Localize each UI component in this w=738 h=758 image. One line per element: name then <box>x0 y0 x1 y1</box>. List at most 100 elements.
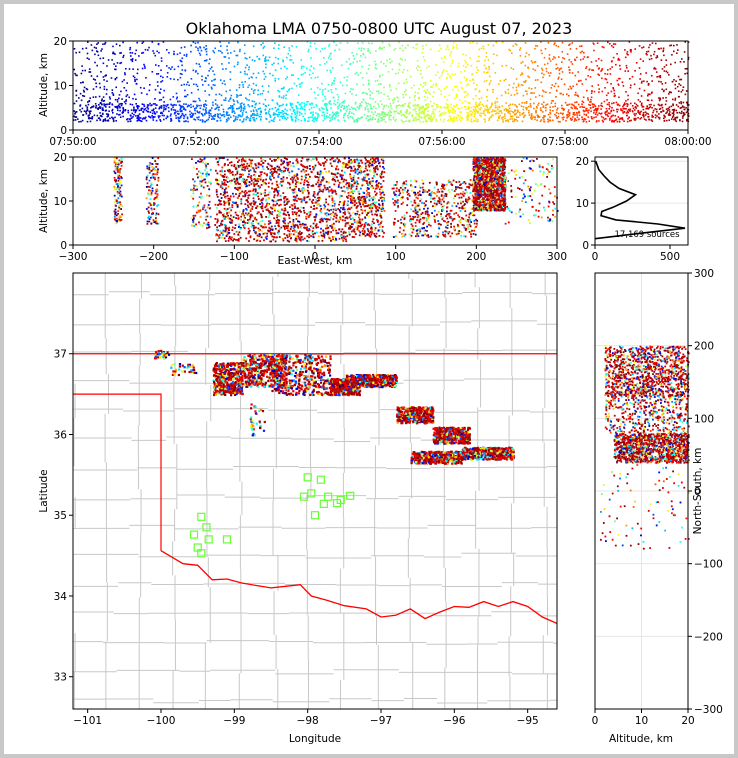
time-altitude-point <box>553 43 555 46</box>
time-altitude-point <box>225 111 228 113</box>
ew-altitude-point <box>244 190 247 192</box>
time-altitude-point <box>116 106 118 109</box>
time-altitude-point <box>243 118 245 120</box>
time-altitude-point <box>139 120 142 122</box>
time-altitude-point <box>255 76 258 79</box>
time-altitude-point <box>357 42 359 45</box>
time-altitude-point <box>307 117 310 119</box>
time-altitude-point <box>130 117 133 119</box>
ew-altitude-point <box>342 174 344 177</box>
time-altitude-point <box>157 85 159 87</box>
ew-altitude-point <box>298 214 301 217</box>
time-altitude-point <box>156 73 158 75</box>
time-altitude-point <box>376 79 379 82</box>
time-altitude-point <box>444 57 447 59</box>
ew-altitude-point <box>196 173 199 175</box>
time-altitude-point <box>516 120 519 122</box>
ew-altitude-point <box>340 174 342 177</box>
time-altitude-point <box>554 42 556 44</box>
ew-altitude-point <box>342 208 344 211</box>
time-altitude-point <box>475 101 477 104</box>
time-altitude-point <box>465 54 467 57</box>
time-altitude-point <box>180 46 183 49</box>
ew-altitude-point <box>309 225 312 228</box>
time-altitude-point <box>444 106 447 109</box>
ew-altitude-point <box>275 200 278 203</box>
time-altitude-point <box>329 117 331 120</box>
time-altitude-point <box>324 88 327 90</box>
ew-altitude-point <box>283 221 285 224</box>
ew-altitude-point <box>215 157 218 160</box>
time-altitude-point <box>370 107 372 110</box>
time-altitude-point <box>431 120 433 122</box>
time-altitude-point <box>582 58 584 60</box>
time-altitude-point <box>126 94 129 96</box>
ew-altitude-point <box>292 181 294 184</box>
time-altitude-point <box>634 48 636 50</box>
ew-altitude-point <box>253 217 256 220</box>
ew-altitude-point <box>149 202 152 205</box>
time-altitude-point <box>559 92 562 95</box>
time-altitude-point <box>302 73 304 75</box>
time-altitude-point <box>255 102 257 105</box>
ew-altitude-point <box>286 164 289 167</box>
time-altitude-point <box>88 58 90 60</box>
time-altitude-point <box>277 115 279 118</box>
ew-altitude-point <box>303 199 306 202</box>
time-altitude-point <box>368 82 370 84</box>
time-altitude-point <box>521 61 524 63</box>
time-altitude-point <box>651 99 653 102</box>
time-altitude-point <box>610 109 613 112</box>
time-altitude-point <box>160 88 162 90</box>
time-altitude-point <box>568 114 571 117</box>
time-altitude-point <box>314 76 317 79</box>
time-altitude-point <box>475 105 478 107</box>
ew-altitude-point <box>207 224 210 226</box>
time-altitude-point <box>339 103 341 105</box>
time-altitude-point <box>657 116 660 119</box>
ew-altitude-point <box>155 190 158 193</box>
time-altitude-point <box>273 47 275 49</box>
ew-altitude-point <box>338 228 341 231</box>
ew-altitude-point <box>315 223 318 226</box>
ew-altitude-point <box>207 226 210 229</box>
ew-altitude-point <box>193 225 195 227</box>
time-altitude-point <box>396 96 399 99</box>
time-altitude-point <box>233 65 236 68</box>
ew-altitude-point <box>283 157 286 159</box>
time-altitude-point <box>112 94 115 96</box>
time-altitude-point <box>486 99 489 102</box>
time-altitude-point <box>528 110 530 112</box>
time-altitude-point <box>508 105 510 107</box>
ew-altitude-point <box>315 207 318 210</box>
time-altitude-point <box>598 112 600 114</box>
time-altitude-point <box>333 96 335 99</box>
time-altitude-point <box>116 99 119 101</box>
ew-altitude-point <box>114 198 117 201</box>
time-altitude-point <box>605 78 608 81</box>
time-altitude-point <box>460 86 463 89</box>
time-altitude-point <box>513 119 516 121</box>
time-altitude-point <box>260 111 262 114</box>
time-altitude-point <box>581 50 583 53</box>
time-altitude-point <box>262 90 265 92</box>
time-altitude-point <box>461 102 464 104</box>
time-altitude-point <box>101 115 103 118</box>
time-altitude-point <box>309 116 312 118</box>
time-altitude-point <box>236 100 239 102</box>
ew-altitude-point <box>332 229 335 232</box>
ew-altitude-point <box>119 203 122 206</box>
time-altitude-point <box>190 44 192 47</box>
time-altitude-point <box>242 84 244 86</box>
time-altitude-point <box>684 73 686 75</box>
time-altitude-point <box>89 111 91 113</box>
time-altitude-point <box>121 98 123 100</box>
time-altitude-point <box>677 90 680 92</box>
time-altitude-point <box>93 114 96 117</box>
ew-altitude-point <box>241 212 244 215</box>
ew-altitude-point <box>115 217 118 220</box>
time-altitude-point <box>222 111 225 113</box>
ew-altitude-point <box>254 190 257 193</box>
time-altitude-point <box>540 49 542 52</box>
time-altitude-point <box>280 115 282 118</box>
